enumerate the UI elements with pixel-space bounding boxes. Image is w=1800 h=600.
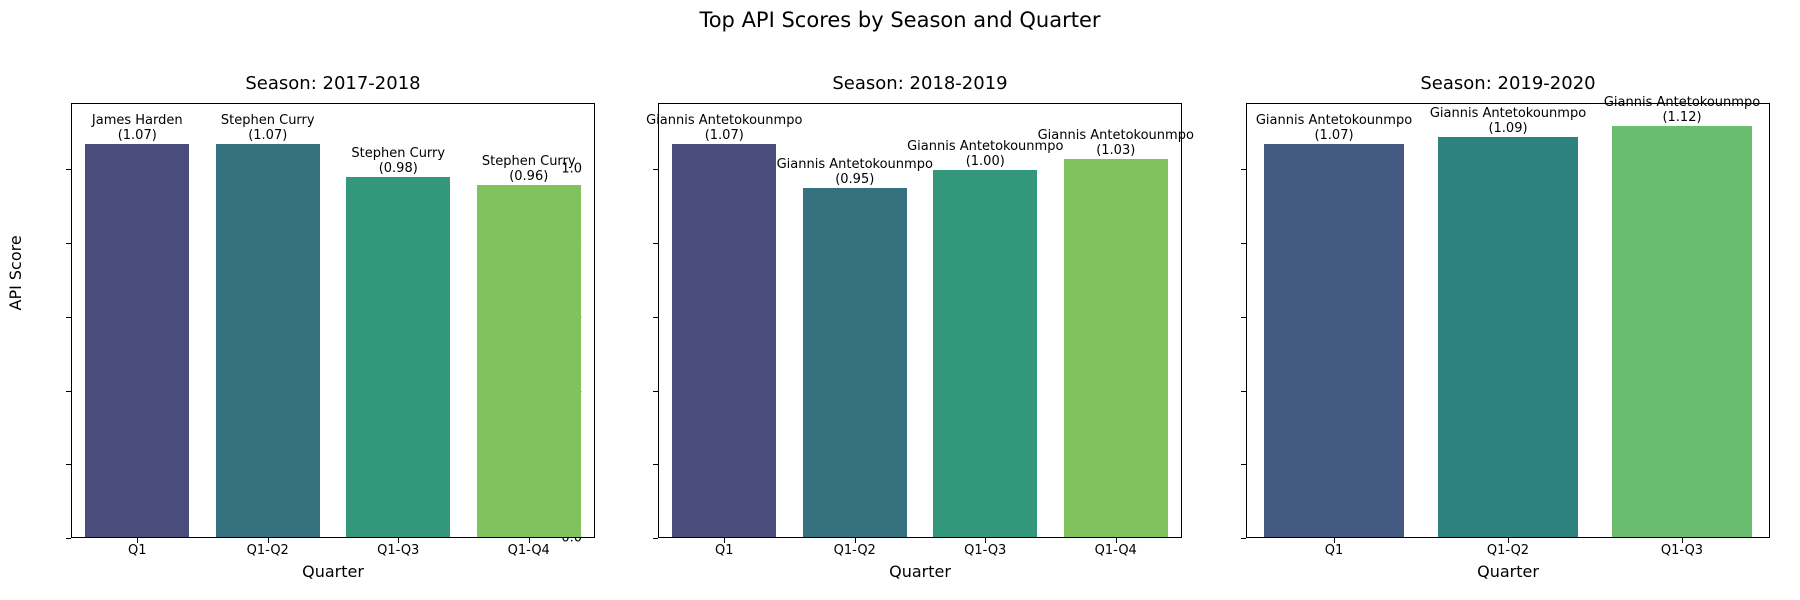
player-name: Giannis Antetokounmpo	[1603, 95, 1761, 111]
bar-annotation: Stephen Curry (0.96)	[482, 154, 576, 184]
y-tick	[66, 390, 71, 392]
y-tick	[1241, 316, 1246, 318]
score-value: (1.07)	[117, 128, 157, 144]
bar-q1-q3	[933, 170, 1038, 537]
y-tick	[653, 243, 658, 245]
subplot-season-1: Season: 2017-20180.00.20.40.60.81.0James…	[66, 73, 595, 581]
bar-q1	[1264, 144, 1404, 537]
y-tick	[66, 316, 71, 318]
player-name: James Harden	[91, 113, 183, 129]
player-name: Stephen Curry	[481, 153, 576, 169]
player-name: Giannis Antetokounmpo	[1037, 128, 1194, 144]
bar-q1	[85, 144, 190, 537]
bar-annotation: Giannis Antetokounmpo (1.12)	[1604, 95, 1760, 125]
bar-q1-q3	[1612, 126, 1752, 537]
score-value: (1.12)	[1662, 110, 1702, 126]
player-name: Giannis Antetokounmpo	[1429, 106, 1587, 122]
x-tick	[398, 538, 400, 543]
score-value: (1.07)	[704, 128, 744, 144]
y-tick	[653, 390, 658, 392]
x-tick-label: Q1-Q3	[964, 543, 1007, 558]
bar-q1-q3	[346, 177, 451, 537]
x-tick	[1508, 538, 1509, 543]
bar-annotation: Giannis Antetokounmpo (0.95)	[777, 157, 933, 187]
x-axis-label: Quarter	[302, 562, 364, 581]
bar-q1-q2	[1438, 137, 1578, 537]
y-tick	[653, 316, 658, 318]
figure-title: Top API Scores by Season and Quarter	[699, 8, 1101, 32]
y-tick	[653, 169, 658, 171]
subplot-season-2: Season: 2018-2019 Giannis Antetokounmpo (1…	[646, 73, 1194, 581]
x-tick-label: Q1	[714, 543, 734, 558]
x-tick-label: Q1-Q2	[833, 543, 876, 558]
y-tick	[66, 243, 71, 245]
y-tick	[1241, 464, 1246, 466]
x-tick	[137, 538, 139, 543]
subplot-title: Season: 2017-2018	[245, 73, 421, 94]
score-value: (1.07)	[1314, 128, 1354, 144]
player-name: Stephen Curry	[220, 113, 315, 129]
y-tick	[653, 464, 658, 466]
bar-annotation: Giannis Antetokounmpo (1.07)	[646, 113, 802, 143]
subplot-title: Season: 2018-2019	[832, 73, 1008, 94]
subplot-season-3: Season: 2019-2020 Giannis Antetokounmpo (1…	[1241, 73, 1770, 581]
y-tick-label: 1.0	[561, 161, 582, 177]
bar-annotation: Giannis Antetokounmpo (1.03)	[1038, 128, 1194, 158]
x-tick	[1682, 538, 1683, 543]
y-tick	[1241, 169, 1246, 171]
bar-annotation: Giannis Antetokounmpo (1.00)	[907, 139, 1063, 169]
x-tick-label: Q1-Q2	[1486, 543, 1530, 558]
subplot-title: Season: 2019-2020	[1420, 73, 1596, 94]
y-tick	[653, 538, 658, 539]
x-tick	[528, 538, 530, 543]
y-tick	[1241, 243, 1246, 245]
y-tick	[66, 169, 71, 171]
y-tick	[1241, 390, 1246, 392]
y-tick	[1241, 538, 1246, 539]
score-value: (0.98)	[378, 161, 418, 177]
score-value: (0.95)	[835, 172, 875, 188]
score-value: (1.00)	[965, 154, 1005, 170]
x-tick	[1115, 538, 1117, 543]
y-tick	[66, 538, 71, 539]
x-axis-label: Quarter	[889, 562, 951, 581]
bar-q1-q4	[1063, 159, 1168, 537]
bar-annotation: James Harden (1.07)	[92, 113, 183, 143]
player-name: Giannis Antetokounmpo	[1255, 113, 1413, 129]
x-tick-label: Q1-Q4	[507, 543, 550, 558]
y-tick	[66, 464, 71, 466]
player-name: Giannis Antetokounmpo	[907, 139, 1064, 155]
player-name: Giannis Antetokounmpo	[646, 113, 803, 129]
x-tick	[724, 538, 726, 543]
bar-q1-q4	[476, 184, 581, 537]
score-value: (0.96)	[509, 168, 549, 184]
x-tick	[985, 538, 987, 543]
player-name: Giannis Antetokounmpo	[776, 157, 933, 173]
x-tick-label: Q1-Q3	[377, 543, 420, 558]
x-tick	[267, 538, 269, 543]
bar-q1	[672, 144, 777, 537]
bar-annotation: Giannis Antetokounmpo (1.09)	[1430, 106, 1586, 136]
x-tick-label: Q1-Q2	[246, 543, 289, 558]
bar-q1-q2	[802, 188, 907, 537]
bar-annotation: Stephen Curry (0.98)	[351, 146, 445, 176]
score-value: (1.03)	[1096, 143, 1136, 159]
x-axis-label: Quarter	[1477, 562, 1539, 581]
x-tick	[1334, 538, 1335, 543]
x-tick-label: Q1-Q4	[1094, 543, 1137, 558]
score-value: (1.07)	[248, 128, 288, 144]
score-value: (1.09)	[1488, 121, 1528, 137]
x-tick-label: Q1	[1324, 543, 1344, 558]
x-tick-label: Q1	[127, 543, 147, 558]
bar-annotation: Giannis Antetokounmpo (1.07)	[1256, 113, 1412, 143]
x-tick	[854, 538, 856, 543]
x-tick-label: Q1-Q3	[1660, 543, 1704, 558]
y-axis-label: API Score	[6, 235, 25, 311]
bar-q1-q2	[215, 144, 320, 537]
player-name: Stephen Curry	[351, 146, 446, 162]
bar-annotation: Stephen Curry (1.07)	[221, 113, 315, 143]
